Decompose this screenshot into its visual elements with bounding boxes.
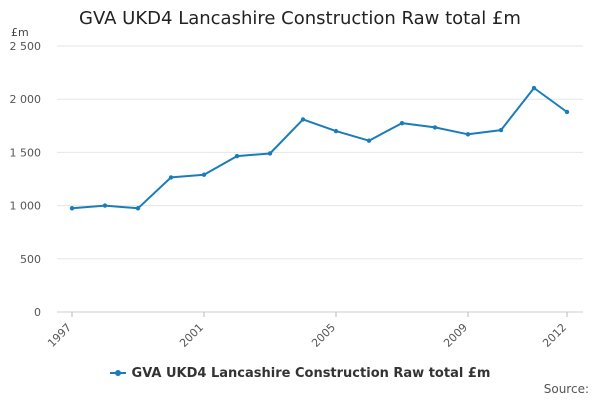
data-point <box>366 138 372 143</box>
data-point <box>201 172 207 177</box>
x-tick-label: 2012 <box>540 321 569 350</box>
data-point <box>399 120 405 126</box>
y-tick-label: 1 500 <box>10 146 42 159</box>
series-layer <box>69 85 570 211</box>
legend[interactable]: GVA UKD4 Lancashire Construction Raw tot… <box>0 366 600 381</box>
y-axis-unit-label: £m <box>11 26 29 39</box>
y-tick-label: 2 500 <box>10 40 42 53</box>
data-point <box>333 128 339 134</box>
data-point <box>69 206 75 211</box>
legend-marker <box>109 369 126 376</box>
y-tick-label: 1 000 <box>10 200 42 213</box>
chart-title: GVA UKD4 Lancashire Construction Raw tot… <box>79 8 521 29</box>
data-point <box>234 153 240 159</box>
y-tick-label: 0 <box>34 306 41 319</box>
y-tick-label: 500 <box>20 253 41 266</box>
data-point <box>267 151 273 156</box>
grid-lines <box>57 45 583 313</box>
data-point <box>465 132 471 137</box>
series-line <box>71 87 568 210</box>
y-tick-label: 2 000 <box>10 93 42 106</box>
x-tick-marks: 1997 2001 2005 2009 2012 <box>45 312 569 350</box>
data-point <box>432 125 438 130</box>
legend-label: GVA UKD4 Lancashire Construction Raw tot… <box>131 366 491 381</box>
x-tick-label: 1997 <box>45 321 74 350</box>
source-label: Source: <box>543 382 589 396</box>
x-tick-label: 2009 <box>441 321 470 350</box>
data-point <box>168 175 174 180</box>
data-point <box>498 127 504 133</box>
data-point <box>135 206 141 211</box>
data-point <box>300 117 306 122</box>
data-point <box>564 109 570 115</box>
data-point <box>102 203 108 208</box>
y-tick-labels: 0 500 1 000 1 500 2 000 2 500 <box>10 40 42 319</box>
data-point <box>531 85 537 91</box>
x-tick-label: 2001 <box>177 321 206 350</box>
x-tick-label: 2005 <box>309 321 338 350</box>
